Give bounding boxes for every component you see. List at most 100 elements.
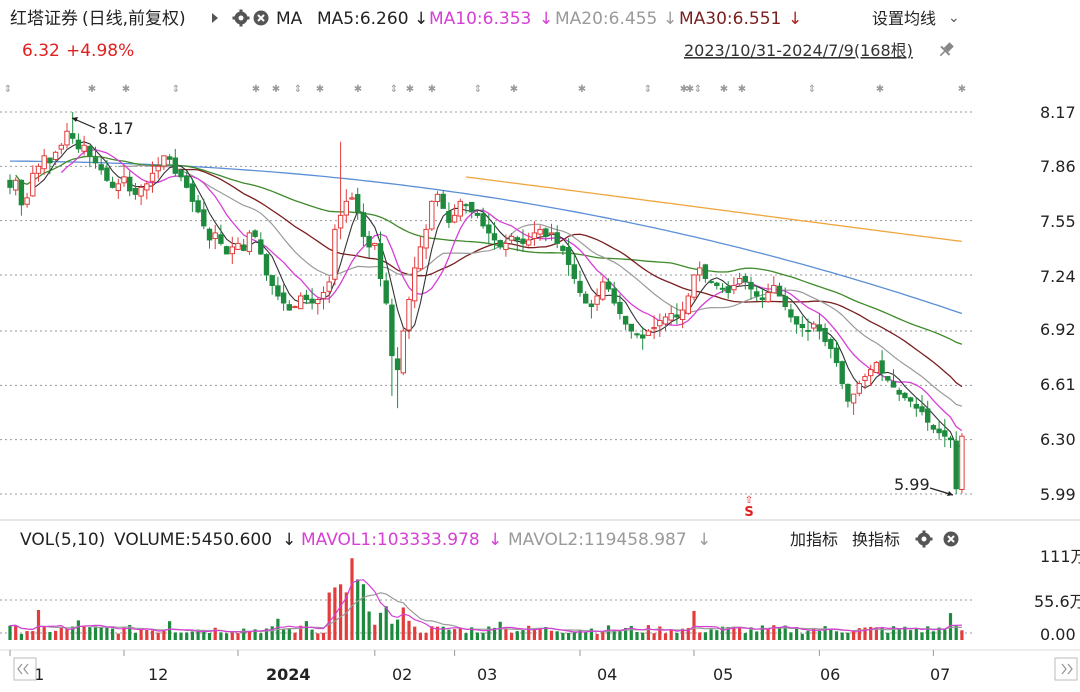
volume-bar[interactable] xyxy=(538,629,542,640)
candle-body[interactable] xyxy=(480,213,486,227)
candle-body[interactable] xyxy=(229,246,236,255)
candle-body[interactable] xyxy=(52,151,59,161)
volume-bar[interactable] xyxy=(264,628,269,640)
candle-body[interactable] xyxy=(662,316,669,325)
volume-bar[interactable] xyxy=(589,628,593,640)
candle-body[interactable] xyxy=(429,200,435,230)
candle-body[interactable] xyxy=(18,179,25,206)
candlesticks[interactable] xyxy=(7,112,965,494)
volume-bar[interactable] xyxy=(19,633,23,640)
volume-bar[interactable] xyxy=(681,628,685,640)
volume-bar[interactable] xyxy=(806,630,810,640)
volume-bar[interactable] xyxy=(230,632,234,640)
volume-bar[interactable] xyxy=(709,629,713,640)
volume-bar[interactable] xyxy=(834,631,839,640)
candle-body[interactable] xyxy=(634,333,640,336)
volume-bar[interactable] xyxy=(561,632,565,640)
candle-body[interactable] xyxy=(138,186,144,197)
volume-bar[interactable] xyxy=(920,632,924,640)
volume-bar[interactable] xyxy=(367,611,371,640)
candle-body[interactable] xyxy=(531,232,538,239)
volume-bar[interactable] xyxy=(14,625,18,640)
candle-body[interactable] xyxy=(41,155,47,170)
event-marker[interactable]: ⇕ xyxy=(172,84,180,95)
candle-body[interactable] xyxy=(822,327,828,343)
volume-bar[interactable] xyxy=(270,626,274,640)
candle-body[interactable] xyxy=(668,313,674,321)
candle-body[interactable] xyxy=(246,232,253,252)
switch-indicator-button[interactable]: 换指标 xyxy=(852,530,900,549)
volume-bar[interactable] xyxy=(692,610,696,640)
volume-bar[interactable] xyxy=(304,621,308,640)
candle-body[interactable] xyxy=(166,156,173,160)
event-marker[interactable]: ⇕ xyxy=(390,84,398,95)
candle-body[interactable] xyxy=(149,172,156,182)
candle-body[interactable] xyxy=(611,288,617,304)
candle-body[interactable] xyxy=(868,369,874,377)
volume-bar[interactable] xyxy=(606,625,611,640)
candle-body[interactable] xyxy=(412,267,418,302)
volume-bar[interactable] xyxy=(128,624,132,640)
add-indicator-button[interactable]: 加指标 xyxy=(790,530,838,549)
candle-body[interactable] xyxy=(503,242,509,250)
volume-bar[interactable] xyxy=(515,631,519,640)
candle-body[interactable] xyxy=(788,309,794,318)
candle-body[interactable] xyxy=(640,334,646,339)
volume-bar[interactable] xyxy=(185,632,189,640)
candle-body[interactable] xyxy=(286,304,293,311)
volume-bar[interactable] xyxy=(931,631,935,640)
candle-body[interactable] xyxy=(919,406,925,413)
volume-bar[interactable] xyxy=(743,633,747,640)
event-marker[interactable]: ✱ xyxy=(876,84,884,95)
candle-body[interactable] xyxy=(645,330,652,336)
volume-bar[interactable] xyxy=(772,625,776,640)
volume-bar[interactable] xyxy=(162,630,166,640)
volume-bar[interactable] xyxy=(59,627,63,640)
candle-body[interactable] xyxy=(526,239,532,246)
candle-body[interactable] xyxy=(793,316,800,325)
candle-body[interactable] xyxy=(896,389,902,395)
candle-body[interactable] xyxy=(241,244,247,251)
candle-body[interactable] xyxy=(446,210,452,223)
candle-body[interactable] xyxy=(161,155,167,167)
volume-bar[interactable] xyxy=(777,627,782,640)
volume-bar[interactable] xyxy=(82,626,86,640)
volume-bar[interactable] xyxy=(829,628,833,640)
volume-bar[interactable] xyxy=(65,628,69,640)
candle-body[interactable] xyxy=(332,228,338,280)
volume-bar[interactable] xyxy=(960,630,964,640)
scroll-left-button[interactable] xyxy=(13,657,37,681)
candle-body[interactable] xyxy=(64,130,70,146)
event-marker[interactable]: ✱ xyxy=(316,84,324,95)
volume-bar[interactable] xyxy=(891,626,896,640)
volume-bar[interactable] xyxy=(31,631,35,640)
candle-body[interactable] xyxy=(811,323,817,329)
period-label[interactable]: (日线,前复权) xyxy=(82,9,186,29)
volume-bar[interactable] xyxy=(213,627,217,640)
candle-body[interactable] xyxy=(389,304,395,357)
date-range-link[interactable]: 2023/10/31-2024/7/9(168根) xyxy=(684,41,913,60)
event-marker[interactable]: ✱ xyxy=(510,84,518,95)
volume-bar[interactable] xyxy=(641,632,645,640)
candle-body[interactable] xyxy=(383,280,389,304)
candle-body[interactable] xyxy=(377,243,384,279)
candle-body[interactable] xyxy=(617,301,623,315)
volume-bar[interactable] xyxy=(470,627,474,640)
volume-bar[interactable] xyxy=(475,632,479,640)
candle-body[interactable] xyxy=(679,309,686,321)
volume-bar[interactable] xyxy=(652,633,656,640)
volume-bar[interactable] xyxy=(624,627,628,640)
volume-bar[interactable] xyxy=(663,633,668,640)
candle-body[interactable] xyxy=(406,298,412,331)
volume-bar[interactable] xyxy=(612,630,616,640)
candle-body[interactable] xyxy=(355,194,361,213)
volume-bar[interactable] xyxy=(350,558,354,640)
candle-body[interactable] xyxy=(269,275,275,286)
volume-bar[interactable] xyxy=(93,626,98,640)
candle-body[interactable] xyxy=(907,397,914,402)
volume-bar[interactable] xyxy=(738,627,742,640)
candle-body[interactable] xyxy=(583,293,589,304)
volume-bar[interactable] xyxy=(453,629,457,640)
candle-body[interactable] xyxy=(417,246,424,270)
candle-body[interactable] xyxy=(47,157,53,164)
